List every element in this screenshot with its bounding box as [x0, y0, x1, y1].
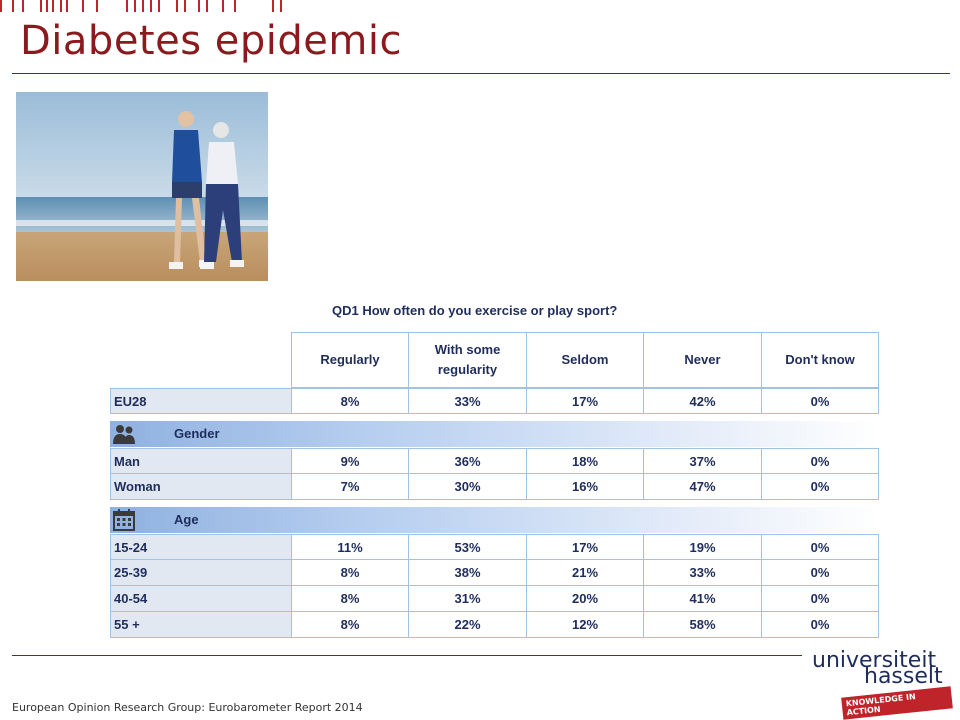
survey-question: QD1 How often do you exercise or play sp…	[332, 303, 618, 318]
section-band-gender: Gender	[110, 421, 879, 447]
row-label: 25-39	[110, 560, 291, 586]
table-cell: 58%	[643, 612, 761, 638]
table-cell: 8%	[291, 388, 408, 414]
table-cell: 12%	[526, 612, 643, 638]
table-cell: 11%	[291, 534, 408, 560]
table-cell: 21%	[526, 560, 643, 586]
row-label: 15-24	[110, 534, 291, 560]
row-label: EU28	[110, 388, 291, 414]
table-cell: 37%	[643, 448, 761, 474]
table-cell: 47%	[643, 474, 761, 500]
table-cell: 0%	[761, 560, 879, 586]
table-cell: 0%	[761, 534, 879, 560]
table-cell: 36%	[408, 448, 526, 474]
table-cell: 18%	[526, 448, 643, 474]
table-cell: 22%	[408, 612, 526, 638]
logo-line-1: universiteit	[812, 648, 937, 673]
university-logo: universiteit hasselt KNOWLEDGE IN ACTION	[812, 648, 953, 720]
table-cell: 42%	[643, 388, 761, 414]
table-cell: 53%	[408, 534, 526, 560]
table-cell: 20%	[526, 586, 643, 612]
column-header: With some regularity	[408, 332, 526, 388]
table-row: 55 + 8% 22% 12% 58% 0%	[110, 612, 879, 638]
slide-title: Diabetes epidemic	[20, 18, 402, 64]
table-cell: 8%	[291, 560, 408, 586]
table-cell: 31%	[408, 586, 526, 612]
section-band-age: Age	[110, 507, 879, 533]
table-cell: 0%	[761, 388, 879, 414]
table-header-row: Regularly With some regularity Seldom Ne…	[291, 332, 879, 388]
table-row: 40-54 8% 31% 20% 41% 0%	[110, 586, 879, 612]
row-label: Man	[110, 448, 291, 474]
table-cell: 19%	[643, 534, 761, 560]
row-label: 40-54	[110, 586, 291, 612]
table-cell: 17%	[526, 388, 643, 414]
table-cell: 17%	[526, 534, 643, 560]
barcode-decoration	[0, 0, 282, 12]
title-divider	[12, 73, 950, 74]
table-cell: 16%	[526, 474, 643, 500]
table-cell: 0%	[761, 586, 879, 612]
column-header: Never	[643, 332, 761, 388]
table-cell: 30%	[408, 474, 526, 500]
table-row: Woman 7% 30% 16% 47% 0%	[110, 474, 879, 500]
table-cell: 7%	[291, 474, 408, 500]
source-citation: European Opinion Research Group: Eurobar…	[12, 701, 363, 714]
logo-tagline: KNOWLEDGE IN ACTION	[841, 686, 953, 720]
table-cell: 0%	[761, 612, 879, 638]
table-row: 15-24 11% 53% 17% 19% 0%	[110, 534, 879, 560]
section-heading: Age	[174, 512, 199, 527]
section-heading: Gender	[174, 426, 220, 441]
row-label: Woman	[110, 474, 291, 500]
people-icon	[113, 425, 135, 444]
column-header: Regularly	[291, 332, 408, 388]
table-cell: 0%	[761, 448, 879, 474]
calendar-icon	[113, 509, 135, 531]
table-cell: 9%	[291, 448, 408, 474]
table-cell: 8%	[291, 586, 408, 612]
column-header: Don't know	[761, 332, 879, 388]
row-label: 55 +	[110, 612, 291, 638]
column-header: Seldom	[526, 332, 643, 388]
table-cell: 33%	[643, 560, 761, 586]
table-cell: 0%	[761, 474, 879, 500]
table-cell: 38%	[408, 560, 526, 586]
logo-line-2: hasselt	[864, 664, 943, 689]
table-cell: 33%	[408, 388, 526, 414]
beach-jogging-photo	[16, 92, 268, 281]
table-cell: 41%	[643, 586, 761, 612]
table-cell: 8%	[291, 612, 408, 638]
footer-divider	[12, 655, 802, 656]
table-row-eu28: EU28 8% 33% 17% 42% 0%	[110, 388, 879, 414]
table-row: 25-39 8% 38% 21% 33% 0%	[110, 560, 879, 586]
table-row: Man 9% 36% 18% 37% 0%	[110, 448, 879, 474]
